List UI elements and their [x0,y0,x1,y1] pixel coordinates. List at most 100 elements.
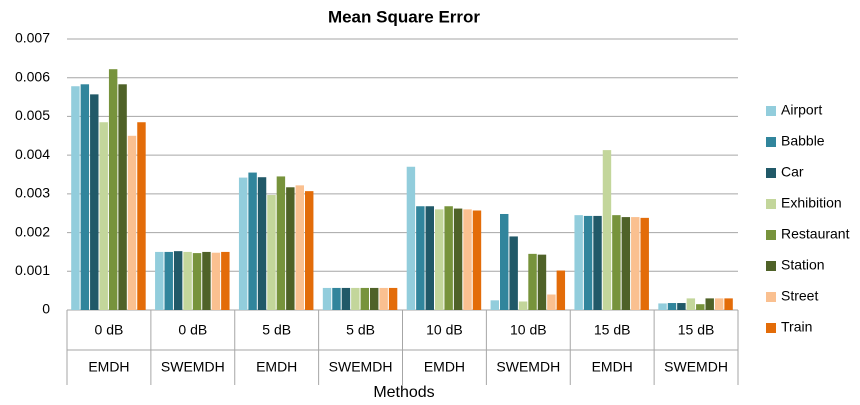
bar [295,185,304,310]
x-tick-label: 0 dB [178,322,207,338]
bar [500,213,509,310]
y-tick-label: 0.006 [15,68,50,84]
bar [583,215,593,310]
bar [202,251,211,310]
bar [453,208,463,310]
legend-swatch [766,137,776,147]
y-tick-label: 0.001 [15,262,50,278]
x-group-label: SWEMDH [329,359,393,375]
x-group-label: SWEMDH [496,359,560,375]
x-axis-label: Methods [373,384,434,401]
bar [332,287,341,310]
bar [379,287,388,310]
legend-label: Restaurant [781,226,850,242]
bar [388,287,398,310]
legend-label: Train [781,319,812,335]
legend-swatch [766,261,776,271]
bar [621,217,631,310]
bar [714,298,724,310]
bar [463,209,472,310]
bar [574,215,583,310]
bar [612,215,621,310]
legend-swatch [766,230,776,240]
bar [705,298,714,310]
x-group-label: EMDH [424,359,465,375]
x-tick-label: 15 dB [678,322,715,338]
bar [211,252,221,310]
x-tick-label: 15 dB [594,322,631,338]
legend-label: Babble [781,133,825,149]
y-tick-label: 0.002 [15,223,50,239]
legend-swatch [766,323,776,333]
bar [276,176,286,310]
bar [369,287,379,310]
bar [286,187,295,310]
bar [444,206,453,310]
bar [127,135,137,310]
bar [696,304,705,310]
chart-title: Mean Square Error [328,7,480,26]
x-tick-label: 0 dB [95,322,124,338]
bar [416,206,425,310]
bar [537,254,547,310]
legend-label: Street [781,288,818,304]
bar [360,287,369,310]
y-tick-label: 0.005 [15,107,50,123]
bar [192,253,202,310]
bar [631,217,640,310]
legend-label: Car [781,164,804,180]
bar [155,251,164,310]
bar [257,177,267,310]
bar [406,166,416,310]
y-tick-label: 0.007 [15,30,50,46]
bar [724,298,733,310]
bar [322,287,332,310]
bar [341,287,351,310]
bar [518,301,528,310]
bar [677,303,686,310]
bar [99,122,108,310]
bar [90,94,99,311]
legend-swatch [766,199,776,209]
bar [267,195,276,310]
bar [435,209,444,310]
x-tick-label: 5 dB [262,322,291,338]
bar [593,215,602,310]
legend-swatch [766,292,776,302]
bar [108,69,118,310]
bar [71,86,80,310]
x-group-label: SWEMDH [664,359,728,375]
legend-label: Airport [781,102,822,118]
bar [304,191,314,310]
x-tick-label: 10 dB [426,322,463,338]
x-group-label: EMDH [592,359,633,375]
bar [248,172,257,310]
bar [80,84,90,310]
bar [164,251,173,310]
bar [351,287,360,310]
y-tick-label: 0.003 [15,185,50,201]
bar [602,150,612,310]
bar [556,270,566,310]
y-tick-label: 0.004 [15,146,50,162]
bar [686,298,696,310]
x-group-label: EMDH [88,359,129,375]
bar [640,217,649,310]
y-tick-label: 0 [42,301,50,317]
bar [221,251,230,310]
bar [173,251,183,310]
bar [509,236,518,310]
bar [238,177,248,310]
x-tick-label: 10 dB [510,322,547,338]
bar [472,210,482,310]
bar [528,253,537,310]
bar [667,303,677,310]
x-group-label: SWEMDH [161,359,225,375]
legend-label: Exhibition [781,195,842,211]
bar [118,84,127,310]
bar [490,300,500,310]
x-group-label: EMDH [256,359,297,375]
bar [183,251,192,310]
bar [425,206,435,310]
